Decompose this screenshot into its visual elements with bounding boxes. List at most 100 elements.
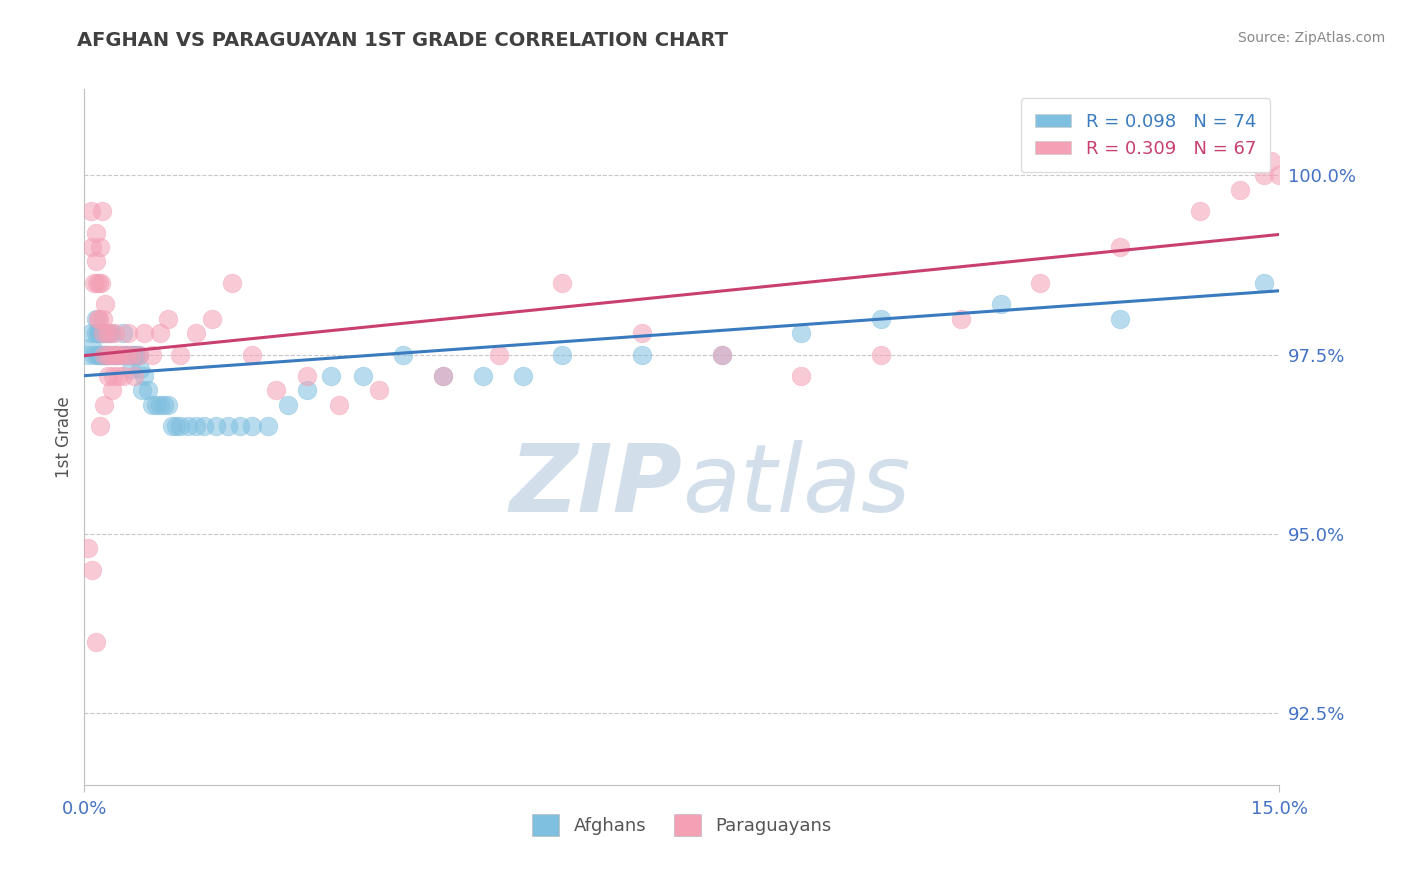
Point	[1253, 276, 1275, 290]
Text: atlas: atlas	[682, 441, 910, 532]
Point	[94, 348, 117, 362]
Point	[120, 348, 142, 362]
Point	[105, 348, 128, 362]
Point	[277, 398, 299, 412]
Point	[86, 634, 108, 648]
Point	[193, 419, 215, 434]
Point	[97, 326, 120, 340]
Point	[710, 348, 733, 362]
Point	[177, 419, 200, 434]
Point	[131, 384, 153, 398]
Point	[321, 369, 343, 384]
Point	[93, 326, 115, 340]
Point	[114, 348, 136, 362]
Point	[117, 326, 139, 340]
Point	[101, 384, 124, 398]
Point	[125, 348, 148, 362]
Point	[101, 369, 124, 384]
Point	[77, 541, 100, 556]
Point	[432, 369, 454, 384]
Text: ZIP: ZIP	[509, 440, 682, 532]
Point	[77, 348, 100, 362]
Point	[1188, 204, 1211, 219]
Point	[80, 204, 103, 219]
Point	[870, 348, 893, 362]
Point	[111, 369, 134, 384]
Point	[551, 276, 574, 290]
Point	[512, 369, 534, 384]
Point	[368, 384, 391, 398]
Point	[1109, 311, 1132, 326]
Point	[86, 311, 108, 326]
Point	[1253, 168, 1275, 182]
Point	[89, 419, 111, 434]
Point	[80, 326, 103, 340]
Point	[104, 348, 127, 362]
Point	[488, 348, 510, 362]
Point	[132, 326, 156, 340]
Point	[1229, 183, 1251, 197]
Point	[392, 348, 415, 362]
Point	[631, 326, 654, 340]
Point	[710, 348, 733, 362]
Point	[93, 348, 115, 362]
Point	[169, 419, 191, 434]
Point	[141, 398, 163, 412]
Point	[89, 348, 111, 362]
Point	[122, 369, 145, 384]
Point	[153, 398, 176, 412]
Point	[1205, 132, 1227, 146]
Point	[121, 348, 143, 362]
Point	[432, 369, 454, 384]
Point	[91, 311, 114, 326]
Point	[221, 276, 243, 290]
Point	[297, 384, 319, 398]
Point	[93, 348, 115, 362]
Point	[104, 326, 127, 340]
Point	[149, 326, 172, 340]
Point	[110, 348, 132, 362]
Point	[89, 240, 111, 254]
Point	[1260, 153, 1282, 168]
Point	[105, 348, 128, 362]
Point	[90, 348, 112, 362]
Point	[100, 326, 122, 340]
Point	[97, 348, 120, 362]
Point	[83, 276, 105, 290]
Point	[551, 348, 574, 362]
Point	[89, 311, 111, 326]
Point	[122, 348, 145, 362]
Point	[100, 348, 122, 362]
Point	[149, 398, 172, 412]
Point	[93, 326, 115, 340]
Point	[87, 348, 110, 362]
Point	[169, 348, 191, 362]
Point	[84, 326, 107, 340]
Point	[631, 348, 654, 362]
Point	[93, 398, 115, 412]
Y-axis label: 1st Grade: 1st Grade	[55, 396, 73, 478]
Point	[217, 419, 239, 434]
Point	[256, 419, 278, 434]
Point	[201, 311, 224, 326]
Point	[205, 419, 228, 434]
Point	[129, 362, 152, 376]
Point	[229, 419, 252, 434]
Point	[86, 254, 108, 268]
Point	[1109, 240, 1132, 254]
Point	[110, 348, 132, 362]
Point	[94, 348, 117, 362]
Point	[297, 369, 319, 384]
Point	[101, 348, 124, 362]
Point	[145, 398, 167, 412]
Point	[107, 348, 129, 362]
Point	[141, 348, 163, 362]
Text: AFGHAN VS PARAGUAYAN 1ST GRADE CORRELATION CHART: AFGHAN VS PARAGUAYAN 1ST GRADE CORRELATI…	[77, 31, 728, 50]
Point	[870, 311, 893, 326]
Point	[328, 398, 350, 412]
Point	[89, 326, 111, 340]
Point	[132, 369, 156, 384]
Point	[240, 348, 263, 362]
Point	[128, 348, 150, 362]
Point	[90, 276, 112, 290]
